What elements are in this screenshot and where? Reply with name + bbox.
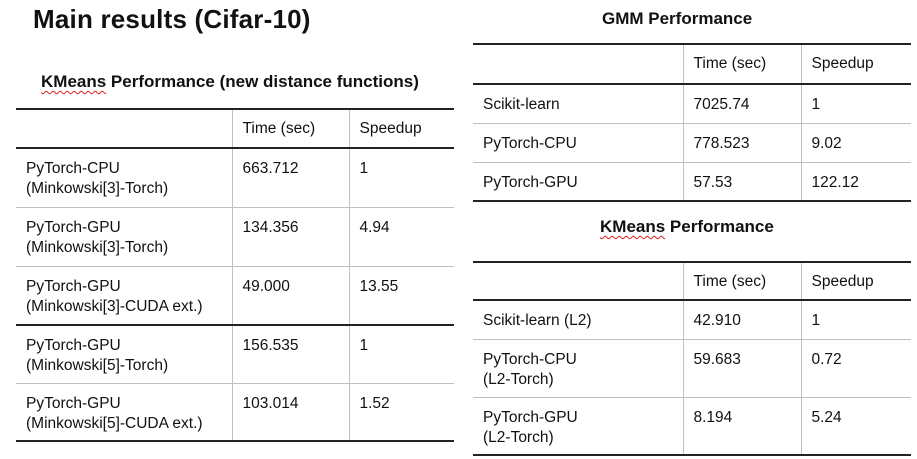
speedup-cell: 1.52 <box>348 383 454 441</box>
kmeans-title-rest: Performance <box>665 217 774 236</box>
method-cell: PyTorch-CPU (L2-Torch) <box>473 339 683 397</box>
method-name: PyTorch-GPU <box>26 277 121 295</box>
time-cell: 57.53 <box>682 162 801 201</box>
table-row: PyTorch-CPU (Minkowski[3]-Torch) 663.712 … <box>16 148 454 207</box>
method-cell: PyTorch-GPU (Minkowski[3]-Torch) <box>16 207 232 266</box>
speedup-cell: 1 <box>800 84 911 123</box>
header-cell: Time (sec) <box>682 44 801 84</box>
table-row: PyTorch-GPU (Minkowski[3]-CUDA ext.) 49.0… <box>16 266 454 325</box>
kmeans-new-table: Time (sec) Speedup PyTorch-CPU (Minkowski… <box>16 108 454 442</box>
gmm-title: GMM Performance <box>602 9 753 28</box>
method-cell: PyTorch-GPU <box>483 173 578 191</box>
kmeans-new-title-keyword: KMeans <box>41 72 107 91</box>
time-cell: 134.356 <box>231 207 349 266</box>
method-detail: (Minkowski[5]-CUDA ext.) <box>26 414 203 432</box>
method-detail: (L2-Torch) <box>483 428 554 446</box>
method-cell: PyTorch-GPU (Minkowski[5]-CUDA ext.) <box>16 383 232 441</box>
table-row: PyTorch-GPU (L2-Torch) 8.194 5.24 <box>473 397 911 455</box>
kmeans-title-keyword: KMeans <box>600 217 666 236</box>
method-cell: Scikit-learn <box>483 96 560 113</box>
method-cell: PyTorch-CPU <box>483 134 577 152</box>
speedup-cell: 0.72 <box>800 339 911 397</box>
speedup-cell: 122.12 <box>800 162 911 201</box>
method-cell: PyTorch-GPU (L2-Torch) <box>473 397 683 455</box>
time-cell: 8.194 <box>682 397 801 455</box>
page-title: Main results (Cifar-10) <box>33 4 311 34</box>
speedup-cell: 1 <box>800 300 911 339</box>
speedup-cell: 4.94 <box>348 207 454 266</box>
time-cell: 103.014 <box>231 383 349 441</box>
header-cell: Speedup <box>800 262 911 300</box>
header-cell <box>473 44 683 84</box>
header-cell: Time (sec) <box>682 262 801 300</box>
time-cell: 49.000 <box>231 266 349 325</box>
table-row: PyTorch-GPU 57.53 122.12 <box>473 162 911 201</box>
time-cell: 156.535 <box>231 325 349 383</box>
method-name: PyTorch-CPU <box>483 350 577 368</box>
method-name: PyTorch-CPU <box>26 160 120 177</box>
time-cell: 59.683 <box>682 339 801 397</box>
time-cell: 42.910 <box>682 300 801 339</box>
table-header-row: Time (sec) Speedup <box>473 44 911 84</box>
method-detail: (Minkowski[3]-Torch) <box>26 238 169 256</box>
table-row: PyTorch-GPU (Minkowski[5]-CUDA ext.) 103.… <box>16 383 454 441</box>
method-detail: (L2-Torch) <box>483 370 554 388</box>
method-name: PyTorch-GPU <box>26 394 121 412</box>
method-cell: PyTorch-GPU (Minkowski[3]-CUDA ext.) <box>16 266 232 325</box>
method-cell: PyTorch-GPU (Minkowski[5]-Torch) <box>16 325 232 383</box>
table-row: PyTorch-CPU (L2-Torch) 59.683 0.72 <box>473 339 911 397</box>
method-detail: (Minkowski[3]-CUDA ext.) <box>26 297 203 315</box>
table-row: PyTorch-CPU 778.523 9.02 <box>473 123 911 162</box>
method-name: PyTorch-GPU <box>26 218 121 236</box>
method-name: PyTorch-GPU <box>26 337 121 354</box>
table-header-row: Time (sec) Speedup <box>473 262 911 300</box>
speedup-cell: 1 <box>348 148 454 207</box>
kmeans-title: KMeans Performance <box>600 217 774 237</box>
method-detail: (Minkowski[3]-Torch) <box>26 180 169 197</box>
gmm-table: Time (sec) Speedup Scikit-learn 7025.74 … <box>473 43 911 202</box>
table-row: Scikit-learn (L2) 42.910 1 <box>473 300 911 339</box>
table-header-row: Time (sec) Speedup <box>16 109 454 148</box>
time-cell: 7025.74 <box>682 84 801 123</box>
header-cell <box>16 109 232 148</box>
speedup-cell: 5.24 <box>800 397 911 455</box>
time-cell: 778.523 <box>682 123 801 162</box>
header-cell: Speedup <box>800 44 911 84</box>
method-cell: Scikit-learn (L2) <box>483 312 592 329</box>
method-cell: PyTorch-CPU (Minkowski[3]-Torch) <box>16 148 232 207</box>
header-cell: Time (sec) <box>231 109 349 148</box>
table-row: Scikit-learn 7025.74 1 <box>473 84 911 123</box>
method-name: PyTorch-GPU <box>483 408 578 426</box>
kmeans-new-title: KMeans Performance (new distance functio… <box>41 72 419 92</box>
kmeans-new-title-rest: Performance (new distance functions) <box>106 72 419 91</box>
table-row: PyTorch-GPU (Minkowski[3]-Torch) 134.356 … <box>16 207 454 266</box>
table-row: PyTorch-GPU (Minkowski[5]-Torch) 156.535 … <box>16 325 454 383</box>
speedup-cell: 1 <box>348 325 454 383</box>
method-detail: (Minkowski[5]-Torch) <box>26 357 169 374</box>
speedup-cell: 13.55 <box>348 266 454 325</box>
kmeans-table: Time (sec) Speedup Scikit-learn (L2) 42.… <box>473 261 911 456</box>
time-cell: 663.712 <box>231 148 349 207</box>
header-cell <box>473 262 683 300</box>
speedup-cell: 9.02 <box>800 123 911 162</box>
header-cell: Speedup <box>348 109 454 148</box>
